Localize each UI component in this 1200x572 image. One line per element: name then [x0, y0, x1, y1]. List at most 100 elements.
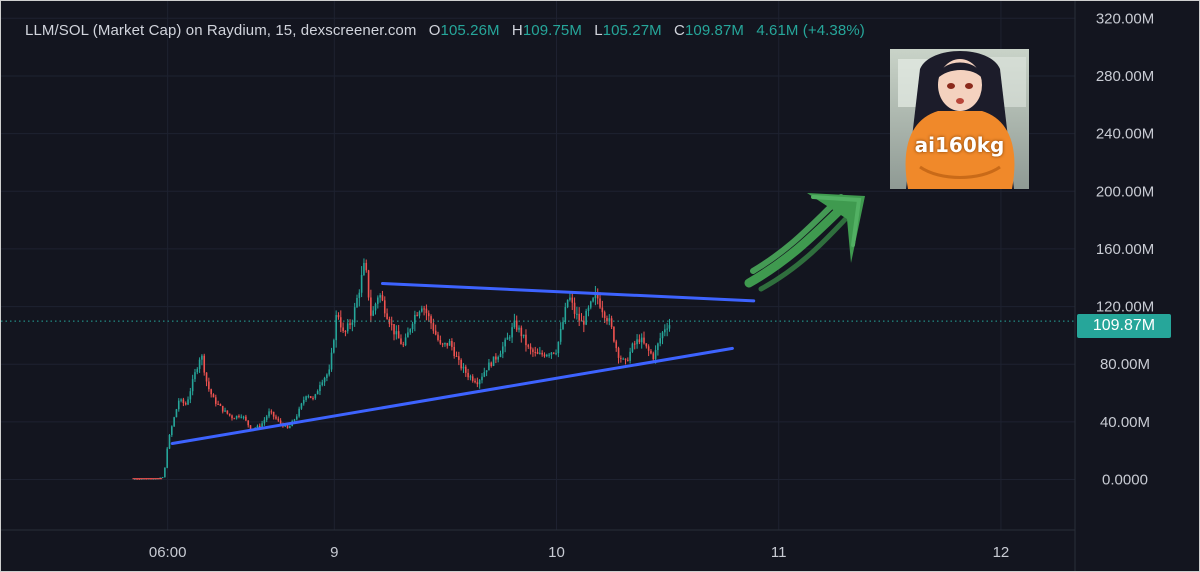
- candle-body: [478, 380, 481, 385]
- x-tick-label: 10: [548, 544, 565, 561]
- candle-body: [645, 343, 648, 347]
- candle-body: [462, 366, 465, 369]
- candle-body: [474, 380, 476, 383]
- candle-body: [485, 370, 488, 373]
- candle-body: [328, 369, 331, 375]
- y-tick-label: 280.00M: [1096, 68, 1154, 85]
- candle-body: [414, 314, 416, 324]
- trendline-support: [170, 346, 734, 446]
- candle-body: [592, 298, 594, 302]
- candle-body: [488, 362, 490, 371]
- candle-body: [265, 416, 268, 420]
- time-axis[interactable]: 06:00 9 10 11 12: [149, 544, 1009, 561]
- thumbnail-shirt: [905, 111, 1015, 189]
- candle-body: [138, 478, 141, 480]
- candle-body: [550, 352, 553, 355]
- candle-body: [346, 323, 349, 332]
- open-value: 105.26M: [440, 22, 500, 39]
- candle-body: [421, 308, 423, 312]
- candle-body: [520, 327, 523, 337]
- candle-body: [201, 355, 203, 360]
- x-tick-label: 06:00: [149, 544, 187, 561]
- candle-body: [427, 313, 430, 317]
- candle-body: [522, 334, 525, 337]
- candle-body: [652, 353, 655, 360]
- candle-body: [307, 396, 310, 398]
- candle-body: [552, 352, 555, 354]
- candle-body: [344, 331, 347, 333]
- candle-body: [270, 411, 273, 413]
- candle-body: [411, 323, 414, 330]
- candle-body: [543, 354, 546, 357]
- y-tick-label: 160.00M: [1096, 241, 1154, 258]
- candle-body: [400, 338, 402, 345]
- candle-body: [189, 391, 192, 400]
- candle-body: [358, 292, 361, 298]
- candle-body: [284, 425, 287, 427]
- candle-body: [441, 343, 444, 345]
- candle-body: [196, 368, 199, 373]
- candle-body: [536, 351, 539, 354]
- candle-body: [249, 425, 252, 430]
- candle-body: [467, 372, 469, 378]
- candle-body: [511, 327, 513, 338]
- candle-body: [562, 322, 564, 329]
- candle-body: [650, 350, 652, 354]
- candle-body: [221, 405, 224, 412]
- candle-body: [365, 262, 368, 271]
- candle-body: [367, 270, 370, 298]
- candle-body: [451, 340, 453, 347]
- candle-body: [539, 352, 541, 354]
- candle-body: [548, 354, 550, 356]
- candle-body: [599, 298, 601, 308]
- candle-body: [471, 376, 474, 381]
- candle-body: [177, 400, 180, 410]
- candle-body: [212, 394, 215, 398]
- candle-body: [492, 356, 495, 366]
- candle-body: [596, 293, 599, 299]
- arrow-brush-3: [758, 208, 856, 292]
- candle-body: [631, 343, 634, 352]
- candle-body: [481, 376, 483, 381]
- candle-body: [666, 328, 668, 330]
- candle-body: [557, 341, 560, 354]
- candle-body: [455, 356, 458, 358]
- candle-body: [407, 332, 409, 338]
- candle-body: [314, 394, 317, 399]
- candle-body: [589, 301, 592, 308]
- candle-body: [578, 313, 581, 321]
- candle-body: [256, 425, 259, 428]
- candle-body: [161, 477, 164, 479]
- candle-body: [302, 399, 305, 404]
- y-tick-label: 0.0000: [1102, 472, 1148, 489]
- y-tick-label: 120.00M: [1096, 299, 1154, 316]
- candle-body: [383, 300, 386, 314]
- candle-body: [613, 326, 615, 342]
- candle-body: [518, 327, 520, 330]
- candle-body: [585, 310, 587, 325]
- candle-body: [272, 411, 275, 417]
- candle-body: [499, 353, 502, 358]
- candle-body: [404, 337, 407, 346]
- token-thumbnail: ai160kg: [890, 49, 1029, 189]
- price-axis[interactable]: 0.0000 40.00M 80.00M 120.00M 160.00M 200.00M 2…: [1096, 10, 1154, 488]
- candle-body: [173, 417, 175, 427]
- candle-body: [601, 307, 604, 313]
- candle-body: [316, 391, 319, 395]
- candle-body: [133, 478, 136, 480]
- candle-body: [136, 478, 138, 480]
- candle-body: [541, 352, 543, 355]
- candle-body: [187, 399, 189, 405]
- arrow-head: [807, 193, 865, 263]
- candle-body: [268, 411, 270, 417]
- candle-body: [453, 346, 456, 357]
- candle-body: [337, 315, 340, 318]
- candle-body: [240, 416, 243, 418]
- thumbnail-bangs: [937, 62, 983, 79]
- candle-body: [647, 346, 650, 351]
- candle-body: [654, 350, 657, 360]
- candle-body: [397, 331, 400, 339]
- candle-body: [633, 343, 636, 345]
